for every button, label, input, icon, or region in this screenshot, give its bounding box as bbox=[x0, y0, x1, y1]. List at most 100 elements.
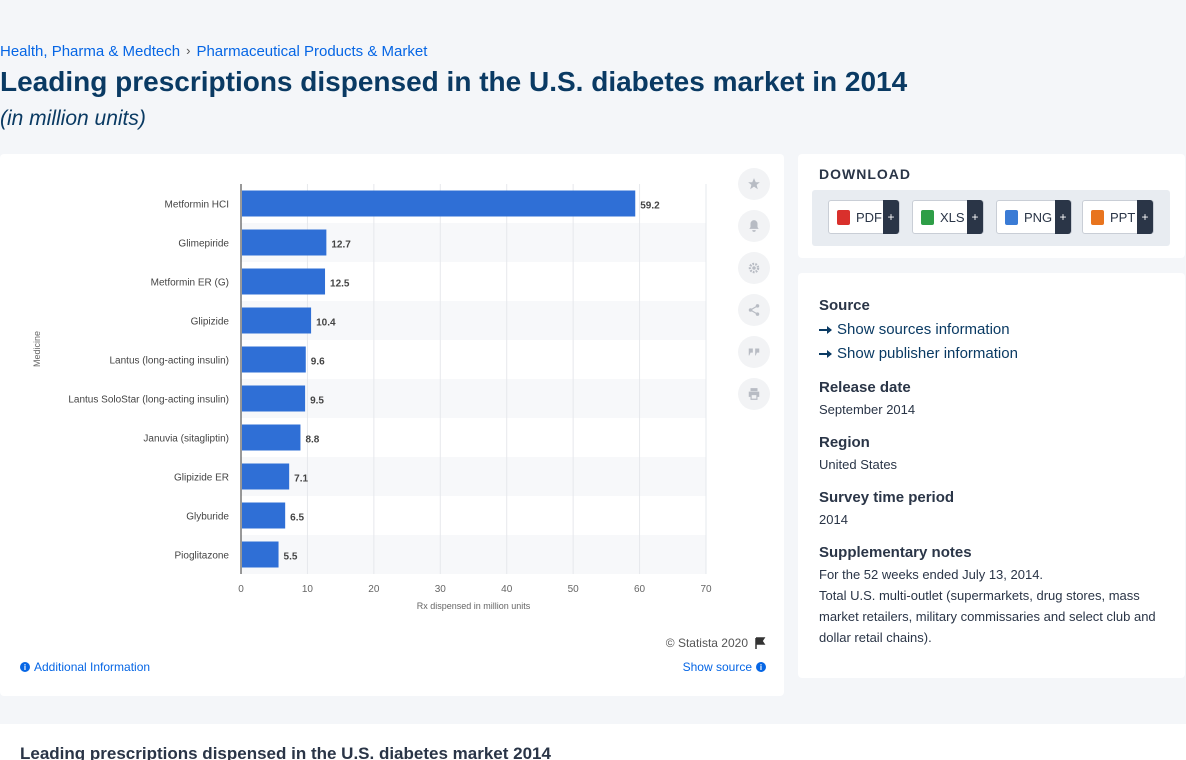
page-subtitle: (in million units) bbox=[0, 107, 146, 130]
plus-icon[interactable]: + bbox=[967, 200, 983, 234]
x-tick-label: 70 bbox=[700, 584, 712, 595]
data-label: 8.8 bbox=[305, 435, 319, 446]
share-icon[interactable] bbox=[738, 294, 770, 326]
release-date-value: September 2014 bbox=[819, 402, 916, 417]
show-publisher-link[interactable]: Show publisher information bbox=[819, 345, 1018, 362]
additional-information-label: Additional Information bbox=[34, 660, 151, 674]
row-band bbox=[241, 457, 706, 496]
quote-icon[interactable] bbox=[738, 336, 770, 368]
category-label: Metformin HCI bbox=[165, 200, 229, 211]
data-label: 10.4 bbox=[316, 318, 336, 329]
row-band bbox=[241, 301, 706, 340]
star-icon[interactable] bbox=[738, 168, 770, 200]
breadcrumb-link-pharma[interactable]: Pharmaceutical Products & Market bbox=[196, 43, 428, 60]
download-png-label: PNG bbox=[1024, 209, 1053, 225]
show-sources-link[interactable]: Show sources information bbox=[819, 321, 1010, 338]
show-sources-label: Show sources information bbox=[837, 321, 1010, 338]
category-label: Glipizide ER bbox=[174, 473, 229, 484]
png-file-icon bbox=[1005, 209, 1018, 225]
chart-tools bbox=[738, 168, 770, 410]
download-png-button[interactable]: PNG + bbox=[996, 200, 1072, 234]
row-band bbox=[241, 535, 706, 574]
bell-icon[interactable] bbox=[738, 210, 770, 242]
survey-period-value: 2014 bbox=[819, 512, 848, 527]
gear-icon[interactable] bbox=[738, 252, 770, 284]
category-label: Metformin ER (G) bbox=[151, 278, 229, 289]
x-tick-label: 40 bbox=[501, 584, 513, 595]
download-card: DOWNLOAD PDF + XLS + PNG + PPT + bbox=[798, 154, 1185, 258]
category-label: Lantus SoloStar (long-acting insulin) bbox=[68, 395, 229, 406]
category-label: Glimepiride bbox=[178, 239, 229, 250]
data-label: 12.5 bbox=[330, 279, 350, 290]
data-label: 5.5 bbox=[284, 552, 298, 563]
category-label: Lantus (long-acting insulin) bbox=[109, 356, 229, 367]
flag-icon[interactable] bbox=[754, 637, 766, 649]
print-icon[interactable] bbox=[738, 378, 770, 410]
download-xls-button[interactable]: XLS + bbox=[912, 200, 984, 234]
data-label: 9.5 bbox=[310, 396, 324, 407]
survey-period-heading: Survey time period bbox=[819, 489, 955, 506]
category-label: Glipizide bbox=[191, 317, 230, 328]
download-pdf-label: PDF bbox=[856, 209, 882, 225]
download-pdf-button[interactable]: PDF + bbox=[828, 200, 900, 234]
data-label: 6.5 bbox=[290, 513, 304, 524]
x-tick-label: 50 bbox=[568, 584, 580, 595]
region-heading: Region bbox=[819, 434, 870, 451]
download-ppt-button[interactable]: PPT + bbox=[1082, 200, 1154, 234]
download-bar: PDF + XLS + PNG + PPT + bbox=[812, 190, 1170, 246]
release-date-heading: Release date bbox=[819, 379, 911, 396]
download-ppt-label: PPT bbox=[1110, 209, 1136, 225]
description-title: Leading prescriptions dispensed in the U… bbox=[20, 744, 551, 760]
plus-icon[interactable]: + bbox=[1137, 200, 1153, 234]
bar bbox=[242, 268, 326, 295]
ppt-file-icon bbox=[1091, 209, 1104, 225]
show-publisher-label: Show publisher information bbox=[837, 345, 1018, 362]
info-icon: i bbox=[20, 662, 30, 672]
data-label: 59.2 bbox=[640, 201, 660, 212]
copyright-notice: © Statista 2020 bbox=[666, 636, 766, 650]
x-tick-label: 10 bbox=[302, 584, 314, 595]
supplementary-notes-line2: Total U.S. multi-outlet (supermarkets, d… bbox=[819, 588, 1156, 645]
bar bbox=[242, 229, 327, 256]
arrow-right-icon bbox=[819, 349, 832, 358]
bar bbox=[242, 307, 312, 334]
supplementary-notes-heading: Supplementary notes bbox=[819, 544, 972, 561]
data-label: 7.1 bbox=[294, 474, 308, 485]
breadcrumb-link-health[interactable]: Health, Pharma & Medtech bbox=[0, 43, 181, 60]
y-axis-title: Medicine bbox=[32, 331, 42, 367]
category-label: Pioglitazone bbox=[175, 551, 230, 562]
statistic-details: Source Show sources information Show pub… bbox=[798, 273, 1185, 678]
x-tick-label: 60 bbox=[634, 584, 646, 595]
page-title: Leading prescriptions dispensed in the U… bbox=[0, 66, 908, 97]
bar bbox=[242, 346, 306, 373]
bar bbox=[242, 424, 301, 451]
chart-card: 0 10 20 30 40 50 60 70 Metformin HCI 59.2 Glimepir… bbox=[0, 154, 784, 696]
source-heading: Source bbox=[819, 297, 870, 314]
plus-icon[interactable]: + bbox=[1055, 200, 1071, 234]
arrow-right-icon bbox=[819, 325, 832, 334]
data-label: 9.6 bbox=[311, 357, 325, 368]
xls-file-icon bbox=[921, 209, 934, 225]
additional-information-link[interactable]: i Additional Information bbox=[20, 660, 150, 674]
pdf-file-icon bbox=[837, 209, 850, 225]
bar bbox=[242, 190, 636, 217]
show-source-link[interactable]: Show source i bbox=[683, 660, 766, 674]
plus-icon[interactable]: + bbox=[883, 200, 899, 234]
x-axis-title: Rx dispensed in million units bbox=[417, 601, 531, 611]
breadcrumb-separator: › bbox=[186, 43, 191, 58]
breadcrumb: Health, Pharma & Medtech › Pharmaceutica… bbox=[0, 43, 427, 60]
bar-chart: 0 10 20 30 40 50 60 70 Metformin HCI 59.2 Glimepir… bbox=[32, 184, 712, 611]
bar bbox=[242, 385, 306, 412]
show-source-label: Show source bbox=[682, 660, 752, 674]
bar bbox=[242, 502, 286, 529]
download-title: DOWNLOAD bbox=[819, 166, 911, 182]
description-card: Leading prescriptions dispensed in the U… bbox=[0, 724, 1186, 760]
supplementary-notes-line1: For the 52 weeks ended July 13, 2014. bbox=[819, 567, 1044, 582]
bar bbox=[242, 463, 290, 490]
x-tick-label: 20 bbox=[368, 584, 380, 595]
data-label: 12.7 bbox=[331, 240, 351, 251]
x-tick-label: 0 bbox=[238, 584, 244, 595]
x-tick-label: 30 bbox=[435, 584, 447, 595]
category-label: Januvia (sitagliptin) bbox=[143, 434, 229, 445]
info-icon: i bbox=[756, 662, 766, 672]
